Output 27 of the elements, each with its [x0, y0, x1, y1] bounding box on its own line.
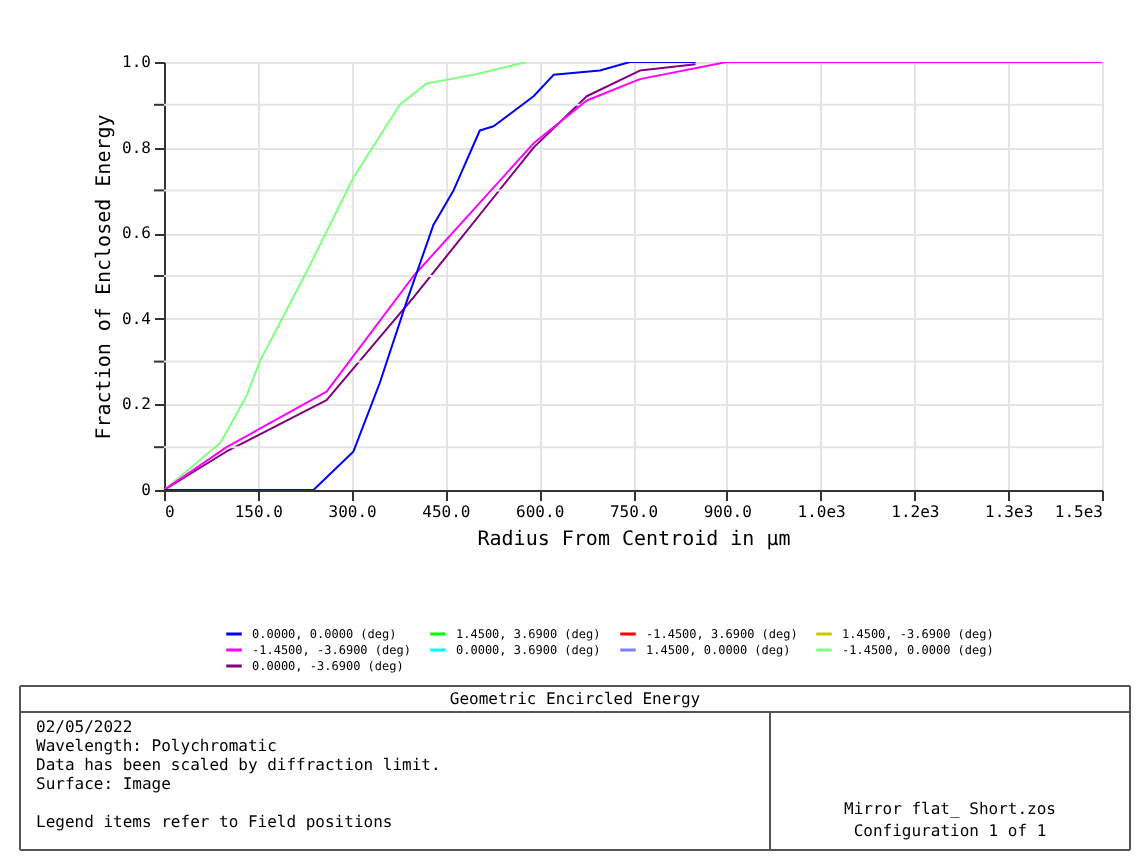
text: 02/05/2022 — [36, 718, 133, 736]
x-tick-label: 0 — [165, 503, 175, 521]
text: Configuration 1 of 1 — [853, 822, 1047, 840]
text: Data has been scaled by diffraction limit. — [36, 756, 441, 774]
x-tick-label: 450.0 — [422, 503, 471, 521]
x-tick-label: 150.0 — [234, 503, 284, 521]
y-tick-label: 0.2 — [122, 395, 152, 414]
y-tick-label: 1.0 — [122, 53, 152, 71]
x-tick-label: 1.5e3 — [1054, 503, 1104, 521]
text: Surface: Image — [36, 775, 172, 793]
x-tick-label: 300.0 — [328, 503, 378, 521]
y-tick-label: 0.8 — [122, 138, 152, 157]
x-tick-label: 1.0e3 — [797, 503, 847, 521]
y-tick-label: 0 — [141, 481, 152, 499]
x-tick-label: 1.3e3 — [985, 503, 1034, 521]
text: Geometric Encircled Energy — [449, 690, 701, 708]
y-tick-label: 0.4 — [122, 309, 152, 328]
x-tick-label: 750.0 — [609, 503, 659, 521]
text: Legend items refer to Field positions — [36, 813, 393, 831]
y-axis-title: Fraction of Enclosed Energy — [94, 114, 117, 440]
x-axis-title: Radius From Centroid in µm — [477, 529, 791, 551]
x-tick-label: 900.0 — [703, 503, 753, 521]
x-tick-label: 600.0 — [516, 503, 565, 521]
x-tick-label: 1.2e3 — [891, 503, 940, 521]
text: Wavelength: Polychromatic — [36, 737, 278, 755]
text: Mirror flat_ Short.zos — [844, 800, 1057, 818]
y-tick-label: 0.6 — [122, 224, 152, 243]
